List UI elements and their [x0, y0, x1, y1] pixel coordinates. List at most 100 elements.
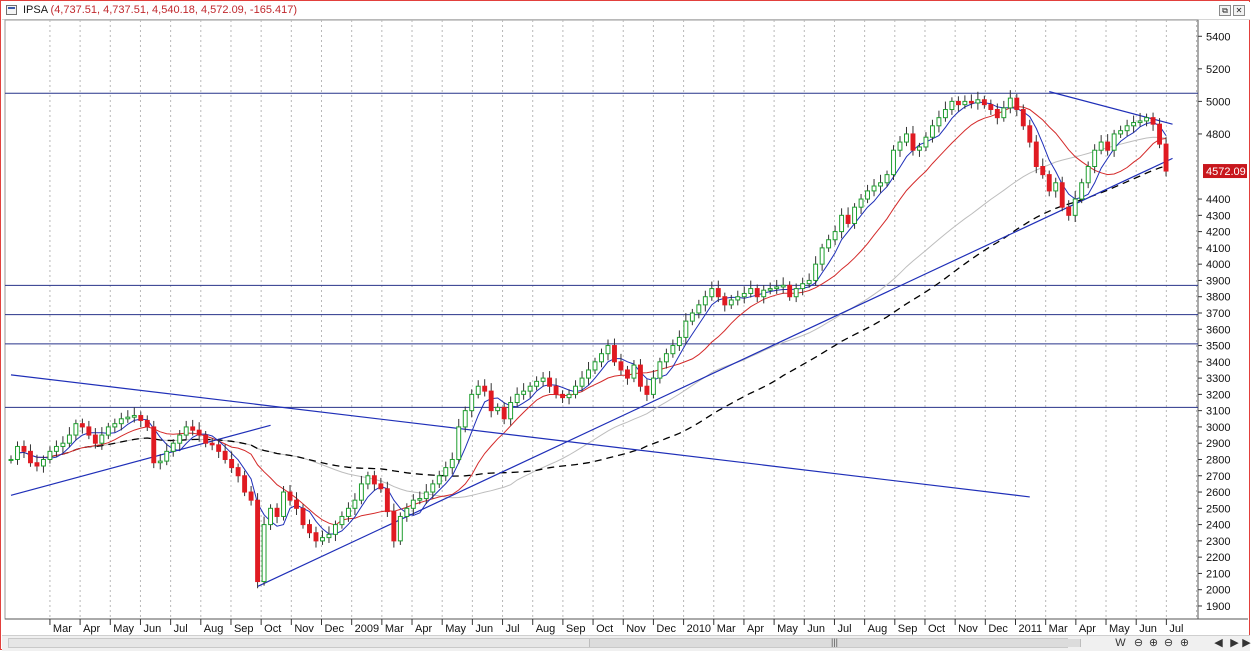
candle-body	[443, 467, 449, 477]
candle-body	[294, 499, 299, 509]
restore-button[interactable]: ⧉	[1219, 5, 1231, 16]
candle-body	[300, 507, 306, 526]
x-tick-label: May	[113, 623, 134, 635]
candle-body	[1046, 174, 1052, 192]
candle-body	[177, 434, 183, 444]
candle-body	[469, 393, 475, 412]
close-button[interactable]: ✕	[1233, 5, 1245, 16]
ma-line-long	[36, 136, 1167, 499]
last-price-tag	[1203, 164, 1247, 179]
candle-body	[1033, 141, 1039, 167]
scroll-left-button[interactable]: ◀	[1214, 637, 1223, 649]
quote-values: (4,737.51, 4,737.51, 4,540.18, 4,572.09,…	[50, 4, 298, 16]
y-tick-label: 2200	[1206, 552, 1230, 564]
candle-body	[670, 345, 676, 355]
x-tick-label: Apr	[83, 623, 100, 635]
candle-body	[287, 491, 293, 501]
candle-body	[475, 385, 481, 395]
candle-body	[47, 450, 53, 460]
candle-body	[242, 475, 248, 493]
candle-body	[540, 377, 546, 382]
candle-body	[962, 100, 968, 106]
candle-body	[456, 426, 462, 460]
candle-body	[955, 100, 961, 106]
candle-body	[345, 507, 351, 517]
price-chart[interactable]: 1900 2000 2100 2200 2300 2400 2500 2600 2700 2800…	[1, 1, 1251, 635]
candle-body	[1131, 122, 1137, 127]
candle-body	[216, 444, 222, 452]
zoom-reset-button[interactable]: ⊖	[1163, 637, 1174, 649]
candle-body	[553, 385, 559, 395]
x-tick-label: Apr	[747, 623, 764, 635]
candle-body	[1157, 123, 1163, 145]
zoom-in-button[interactable]: ⊕	[1148, 637, 1159, 649]
candle-body	[780, 284, 786, 288]
candle-body	[826, 239, 832, 249]
x-tick-label: Jun	[475, 623, 493, 635]
candle-body	[637, 364, 643, 387]
candle-body	[566, 393, 572, 399]
scrollbar-grip: |||	[831, 637, 839, 647]
y-tick-label: 2800	[1206, 454, 1230, 466]
candle-body	[715, 288, 721, 298]
candle-body	[748, 288, 754, 294]
y-tick-label: 2500	[1206, 503, 1230, 515]
candle-body	[164, 450, 170, 462]
y-tick-label: 2600	[1206, 487, 1230, 499]
candle-body	[1124, 125, 1130, 132]
candle-body	[144, 419, 150, 428]
candle-body	[631, 364, 637, 379]
x-tick-label: Mar	[1049, 623, 1068, 635]
x-tick-label: Mar	[385, 623, 404, 635]
candle-body	[339, 515, 345, 526]
candle-body	[449, 458, 455, 469]
candle-body	[112, 423, 118, 428]
candle-body	[131, 415, 137, 418]
candle-body	[15, 445, 20, 460]
candle-body	[709, 288, 715, 298]
candle-body	[644, 385, 650, 395]
candle-body	[21, 445, 27, 452]
zoom-fit-button[interactable]: ⊕	[1179, 637, 1190, 649]
y-tick-label: 4200	[1206, 227, 1230, 239]
candle-body	[66, 434, 72, 444]
scrollbar-thumb[interactable]	[589, 639, 1081, 647]
candle-body	[1111, 133, 1117, 151]
candle-body	[514, 393, 520, 404]
horizontal-scrollbar[interactable]: |||	[8, 637, 1081, 648]
candle-body	[657, 361, 663, 379]
candle-body	[735, 296, 741, 301]
y-tick-label: 2900	[1206, 438, 1230, 450]
candle-body	[949, 100, 955, 111]
candle-body	[923, 136, 929, 148]
candle-body	[203, 434, 209, 444]
x-tick-label: Apr	[1079, 623, 1096, 635]
x-tick-label: Mar	[53, 623, 72, 635]
candle-body	[495, 406, 501, 412]
y-tick-label: 3100	[1206, 406, 1230, 418]
candle-body	[891, 149, 896, 176]
y-tick-label: 3000	[1206, 422, 1230, 434]
candle-body	[209, 442, 215, 446]
scroll-end-button[interactable]: ▶	[1242, 637, 1251, 649]
candle-body	[676, 336, 682, 347]
scroll-right-button[interactable]: ▶	[1230, 637, 1239, 649]
candle-body	[417, 498, 423, 501]
candle-body	[183, 426, 189, 436]
candle-body	[800, 283, 806, 290]
zoom-out-button[interactable]: ⊖	[1133, 637, 1144, 649]
candle-body	[858, 198, 864, 208]
candle-body	[99, 434, 105, 444]
x-tick-label: Aug	[868, 623, 888, 635]
candle-body	[625, 369, 630, 379]
y-tick-label: 4100	[1206, 243, 1230, 255]
x-tick-label: Dec	[324, 623, 344, 635]
y-tick-label: 2700	[1206, 471, 1230, 483]
candle-body	[910, 133, 916, 151]
candle-body	[605, 345, 611, 355]
x-tick-label: Sep	[898, 623, 918, 635]
y-tick-label: 5200	[1206, 64, 1230, 76]
x-tick-label: 2010	[687, 623, 711, 635]
zoom-w-button[interactable]: W	[1115, 637, 1126, 649]
candle-body	[929, 125, 935, 138]
